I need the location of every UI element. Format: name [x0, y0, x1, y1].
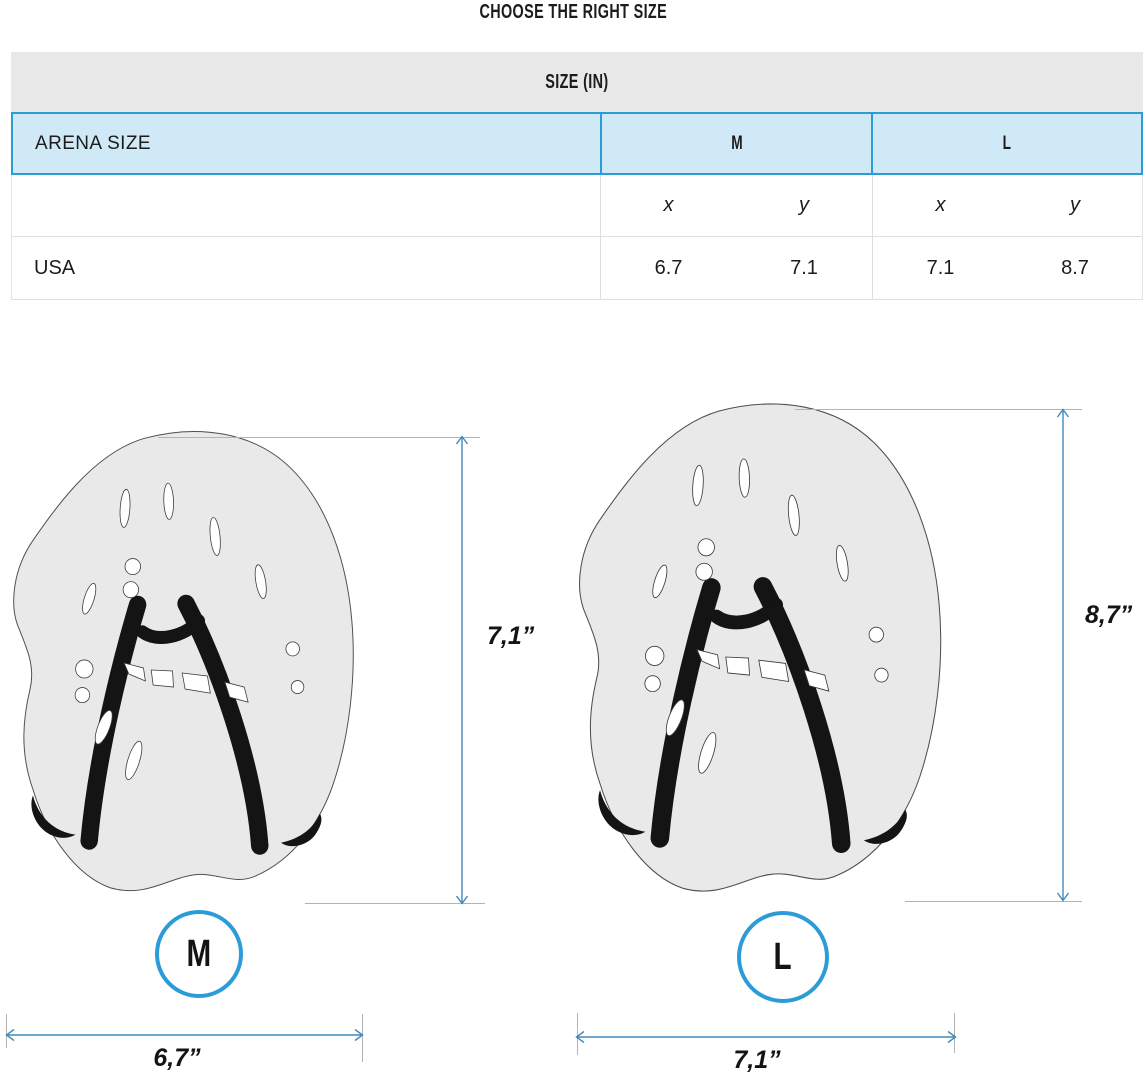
empty-cell	[12, 175, 600, 236]
extension-line	[305, 903, 485, 904]
size-l-text: L	[1002, 132, 1012, 154]
height-dimension-arrow-l	[1056, 408, 1070, 902]
size-badge-m: M	[155, 910, 243, 998]
size-table: SIZE (IN) ARENA SIZE M L x y x y USA 6.7…	[11, 52, 1143, 300]
size-m-text: M	[730, 132, 743, 154]
height-dimension-arrow-m	[455, 435, 469, 905]
value-l-y: 8.7	[1061, 256, 1089, 279]
extension-tick	[577, 1013, 578, 1055]
extension-tick	[954, 1013, 955, 1053]
axis-label-m-y: y	[799, 194, 809, 216]
arena-size-row: ARENA SIZE M L	[11, 112, 1143, 175]
region-label: USA	[34, 256, 76, 279]
table-body: x y x y USA 6.7 7.1 7.1 8.7	[11, 175, 1143, 300]
axis-label-m-x: x	[600, 175, 736, 236]
axis-label-l-y: y	[1070, 194, 1080, 216]
width-dimension-label-m: 6,7”	[153, 1044, 201, 1072]
extension-tick	[6, 1014, 7, 1048]
height-dimension-label-l: 8,7”	[1085, 601, 1133, 629]
page-title-text: CHOOSE THE RIGHT SIZE	[479, 1, 667, 23]
size-badge-l-text: L	[773, 935, 793, 978]
size-badge-l: L	[737, 911, 829, 1003]
axis-label-row: x y x y	[12, 175, 1142, 237]
table-header-size-in: SIZE (IN)	[11, 52, 1143, 112]
value-m-x: 6.7	[600, 237, 736, 299]
column-header-m: M	[600, 114, 871, 173]
extension-line	[905, 901, 1082, 902]
page-title: CHOOSE THE RIGHT SIZE	[0, 1, 1146, 23]
table-header-text: SIZE (IN)	[545, 70, 609, 93]
table-row-usa: USA 6.7 7.1 7.1 8.7	[12, 237, 1142, 299]
extension-line	[795, 409, 1082, 410]
extension-line	[158, 437, 480, 438]
value-m-y: 7.1	[790, 256, 818, 279]
value-l-x: 7.1	[872, 237, 1008, 299]
arena-size-header: ARENA SIZE	[35, 132, 151, 154]
extension-tick	[362, 1014, 363, 1062]
size-badge-m-text: M	[186, 932, 212, 975]
height-dimension-label-m: 7,1”	[487, 622, 535, 650]
column-header-l: L	[871, 114, 1141, 173]
width-dimension-arrow-l	[575, 1030, 957, 1044]
paddle-illustration-l	[565, 396, 967, 918]
paddle-illustration-m	[0, 424, 378, 916]
axis-label-l-x: x	[872, 175, 1008, 236]
width-dimension-arrow-m	[5, 1028, 364, 1042]
width-dimension-label-l: 7,1”	[733, 1046, 781, 1073]
